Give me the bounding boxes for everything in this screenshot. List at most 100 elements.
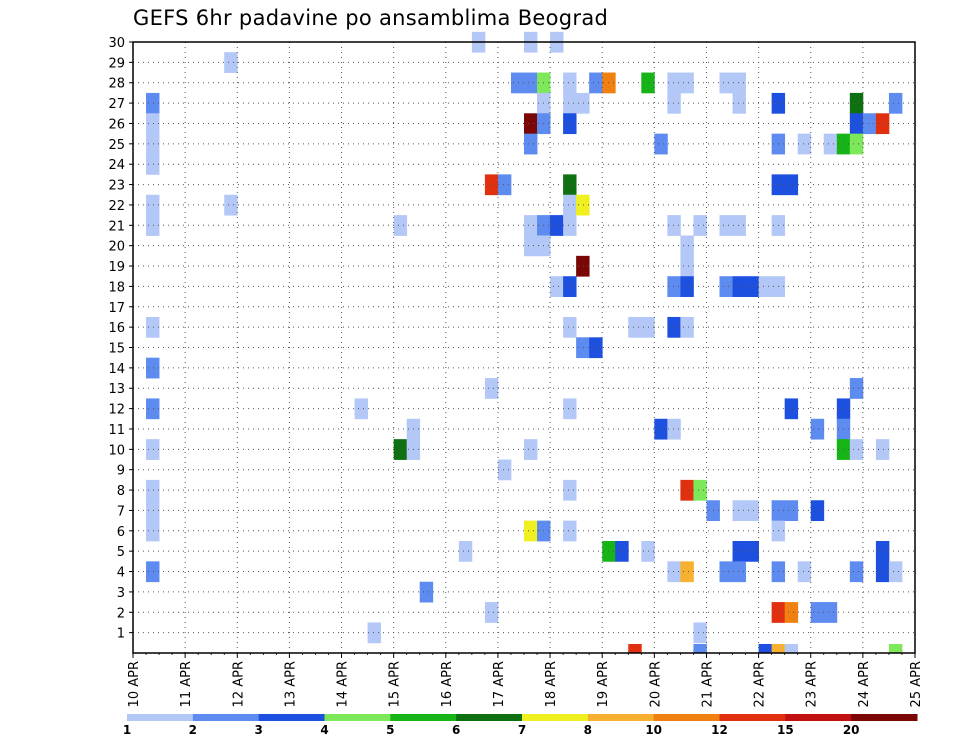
legend-swatch [785, 714, 852, 721]
heatmap-cell [510, 72, 525, 94]
x-tick-label: 12 APR [231, 661, 246, 707]
legend-swatch [522, 714, 589, 721]
cells-layer [146, 31, 903, 654]
heatmap-cell [810, 418, 825, 440]
heatmap-cell [667, 92, 681, 114]
y-tick-label: 18 [108, 280, 125, 295]
y-tick-label: 26 [108, 117, 125, 132]
heatmap-cell [875, 439, 890, 460]
x-axis: 10 APR 11 APR 12 APR 13 APR 14 APR 15 APR 16 A… [127, 653, 924, 707]
legend-label: 20 [843, 723, 860, 737]
heatmap-cell [563, 215, 577, 236]
heatmap-cell [784, 500, 799, 522]
heatmap-cell [589, 72, 603, 94]
x-tick-label: 11 APR [179, 661, 194, 707]
heatmap-cell [719, 72, 733, 94]
legend-label: 7 [518, 723, 526, 737]
y-tick-label: 7 [117, 504, 125, 519]
heatmap-cell [524, 72, 538, 94]
y-tick-label: 22 [108, 199, 125, 214]
heatmap-cell [146, 194, 160, 216]
heatmap-cell [146, 133, 160, 155]
y-tick-label: 8 [117, 484, 125, 499]
heatmap-cell [524, 520, 538, 542]
heatmap-cell [680, 316, 694, 338]
heatmap-cell [524, 439, 538, 460]
heatmap-cell [732, 72, 746, 94]
y-tick-label: 29 [108, 56, 125, 71]
heatmap-cell [862, 113, 877, 135]
x-tick-label: 25 APR [909, 661, 924, 707]
y-tick-label: 24 [108, 158, 125, 173]
heatmap-cell [576, 92, 590, 114]
heatmap-cell [875, 113, 890, 135]
legend-label: 3 [254, 723, 262, 737]
heatmap-cell [797, 561, 812, 583]
legend-swatch [390, 714, 457, 721]
heatmap-cell [576, 255, 590, 277]
heatmap-cell [524, 133, 538, 155]
heatmap-cell [563, 72, 577, 94]
heatmap-cell [224, 194, 238, 216]
y-tick-label: 23 [108, 179, 125, 194]
heatmap-cell [354, 398, 368, 420]
heatmap-cell [524, 235, 538, 257]
heatmap-cell [732, 540, 746, 562]
y-tick-label: 11 [108, 423, 125, 438]
y-tick-label: 16 [108, 321, 125, 336]
heatmap-cell [563, 520, 577, 542]
x-tick-label: 13 APR [283, 661, 298, 707]
heatmap-cell [146, 357, 160, 379]
heatmap-cell [888, 561, 903, 583]
legend-swatch [324, 714, 391, 721]
heatmap-cell [563, 113, 577, 135]
heatmap-cell [524, 215, 538, 236]
heatmap-cell [875, 561, 890, 583]
y-tick-label: 5 [117, 545, 125, 560]
legend-swatch [587, 714, 655, 721]
x-tick-label: 24 APR [857, 661, 872, 707]
heatmap-cell [146, 215, 160, 236]
x-tick-label: 18 APR [544, 661, 559, 707]
heatmap-cell [797, 133, 812, 155]
heatmap-cell [667, 561, 681, 583]
heatmap-cell [146, 561, 160, 583]
heatmap-cell [484, 174, 499, 196]
chart-title: GEFS 6hr padavine po ansamblima Beograd [133, 6, 609, 30]
y-tick-label: 28 [108, 77, 125, 92]
heatmap-cell [576, 337, 590, 359]
heatmap-cell [784, 602, 799, 623]
heatmap-cell [719, 561, 733, 583]
x-tick-label: 16 APR [440, 661, 455, 707]
heatmap-cell [680, 561, 694, 583]
x-tick-label: 10 APR [127, 661, 142, 707]
heatmap-cell [563, 174, 577, 196]
heatmap-cell [693, 479, 707, 501]
heatmap-cell [628, 316, 642, 338]
heatmap-cell [745, 500, 759, 522]
y-tick-label: 19 [108, 260, 125, 275]
legend-swatch [192, 714, 260, 721]
legend-label: 2 [189, 723, 197, 737]
heatmap-cell [888, 644, 903, 654]
heatmap-cell [654, 418, 668, 440]
heatmap-cell [745, 540, 759, 562]
heatmap-cell [563, 194, 577, 216]
heatmap-cell [146, 398, 160, 420]
y-tick-label: 25 [108, 138, 125, 153]
heatmap-cell [784, 644, 799, 654]
heatmap-cell [732, 276, 746, 297]
heatmap-cell [732, 561, 746, 583]
heatmap-cell [563, 316, 577, 338]
legend-swatch [127, 714, 194, 721]
heatmap-cell [146, 500, 160, 522]
y-axis: 1234567891011121314151617181920212223242… [108, 36, 133, 642]
heatmap-cell [849, 113, 864, 135]
heatmap-cell [146, 154, 160, 175]
legend-label: 15 [777, 723, 794, 737]
heatmap-cell [146, 316, 160, 338]
heatmap-cell [849, 92, 864, 114]
heatmap-cell [367, 622, 382, 644]
legend-label: 5 [386, 723, 394, 737]
legend-label: 10 [645, 723, 662, 737]
